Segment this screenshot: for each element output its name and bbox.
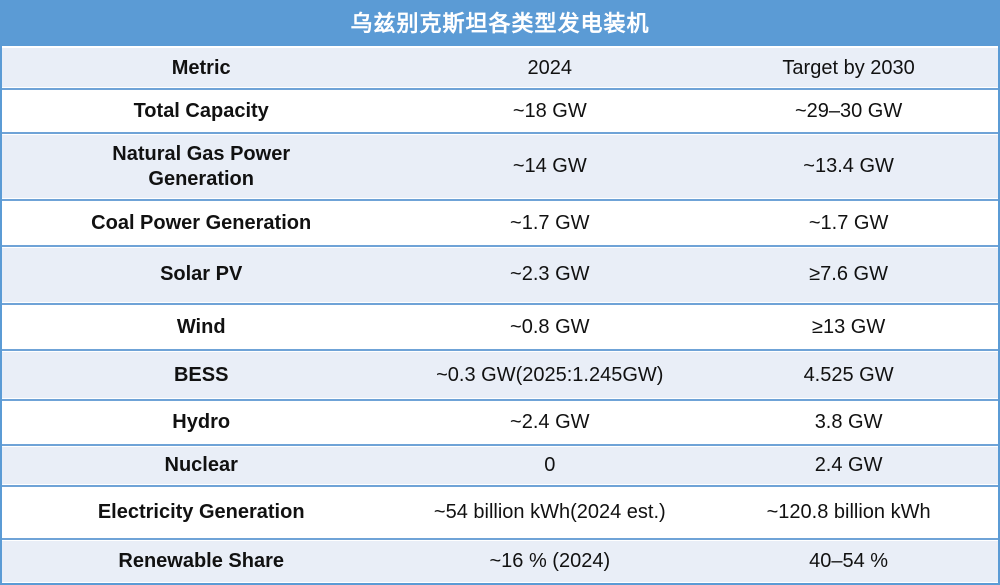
- metric-cell: BESS: [2, 349, 401, 399]
- metric-cell: Nuclear: [2, 444, 401, 485]
- value-2024-cell: ~16 % (2024): [400, 538, 700, 583]
- value-target-cell: ~13.4 GW: [699, 132, 998, 200]
- metric-cell: Wind: [2, 302, 401, 350]
- table-row-bess: BESS ~0.3 GW(2025:1.245GW) 4.525 GW: [2, 349, 998, 399]
- value-target-cell: ~1.7 GW: [699, 199, 998, 245]
- table-row-hydro: Hydro ~2.4 GW 3.8 GW: [2, 398, 998, 445]
- metric-cell: Hydro: [2, 398, 401, 445]
- value-2024-cell: ~0.8 GW: [400, 302, 700, 350]
- table-header-row: Metric 2024 Target by 2030: [2, 46, 998, 88]
- value-target-cell: ≥7.6 GW: [699, 244, 998, 303]
- metric-cell: Natural Gas Power Generation: [2, 132, 401, 200]
- value-target-cell: 2.4 GW: [699, 444, 998, 485]
- value-2024-cell: ~2.3 GW: [400, 244, 700, 303]
- table-row-nuclear: Nuclear 0 2.4 GW: [2, 444, 998, 485]
- metric-cell: Solar PV: [2, 244, 401, 303]
- value-target-cell: 3.8 GW: [699, 398, 998, 445]
- value-2024-cell: ~14 GW: [400, 132, 700, 200]
- column-header-target-2030: Target by 2030: [699, 46, 998, 88]
- table-title: 乌兹别克斯坦各类型发电装机: [2, 2, 998, 47]
- table-row-coal: Coal Power Generation ~1.7 GW ~1.7 GW: [2, 199, 998, 245]
- table-row-renewable-share: Renewable Share ~16 % (2024) 40–54 %: [2, 538, 998, 583]
- value-2024-cell: ~54 billion kWh(2024 est.): [400, 484, 700, 539]
- value-2024-cell: ~2.4 GW: [400, 398, 700, 445]
- metric-cell: Total Capacity: [2, 87, 401, 133]
- value-target-cell: 40–54 %: [699, 538, 998, 583]
- value-target-cell: ≥13 GW: [699, 302, 998, 350]
- value-2024-cell: ~18 GW: [400, 87, 700, 133]
- metric-cell: Coal Power Generation: [2, 199, 401, 245]
- table-row-wind: Wind ~0.8 GW ≥13 GW: [2, 302, 998, 350]
- table-row-total-capacity: Total Capacity ~18 GW ~29–30 GW: [2, 87, 998, 133]
- value-target-cell: ~29–30 GW: [699, 87, 998, 133]
- column-header-metric: Metric: [2, 46, 401, 88]
- value-2024-cell: 0: [400, 444, 700, 485]
- metric-cell: Electricity Generation: [2, 484, 401, 539]
- value-2024-cell: ~1.7 GW: [400, 199, 700, 245]
- value-2024-cell: ~0.3 GW(2025:1.245GW): [400, 349, 700, 399]
- column-header-2024: 2024: [400, 46, 700, 88]
- value-target-cell: ~120.8 billion kWh: [699, 484, 998, 539]
- table-row-solar-pv: Solar PV ~2.3 GW ≥7.6 GW: [2, 244, 998, 303]
- table-row-electricity-generation: Electricity Generation ~54 billion kWh(2…: [2, 484, 998, 539]
- value-target-cell: 4.525 GW: [699, 349, 998, 399]
- table-row-natural-gas: Natural Gas Power Generation ~14 GW ~13.…: [2, 132, 998, 200]
- table-title-row: 乌兹别克斯坦各类型发电装机: [2, 2, 998, 47]
- metric-cell: Renewable Share: [2, 538, 401, 583]
